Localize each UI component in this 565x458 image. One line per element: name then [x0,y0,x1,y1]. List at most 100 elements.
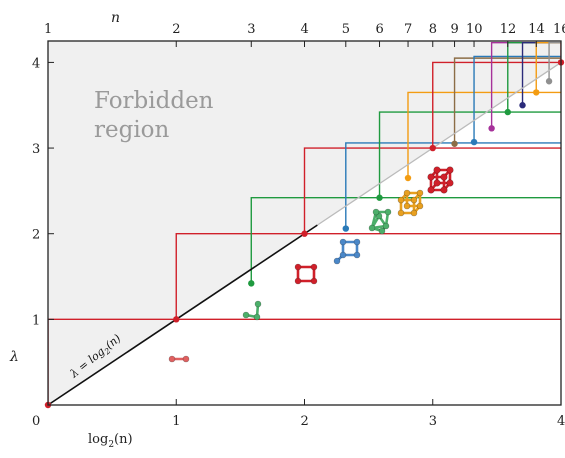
top-tick-label-1: 1 [44,22,52,37]
bottom-tick-label-1: 1 [172,414,180,429]
data-point-n2 [173,316,180,323]
data-point-n11 [488,125,495,132]
atom [397,196,405,204]
boundary-line [47,224,318,406]
molecule-n7 [397,189,424,217]
top-tick-label-12: 12 [500,22,517,37]
staircase-n3 [250,197,561,284]
top-axis-label: n [111,10,120,26]
data-point-n8 [429,144,436,152]
atom [416,189,424,197]
top-tick-label-5: 5 [342,22,350,37]
data-point-n3 [248,280,255,287]
top-tick-label-16: 16 [553,22,565,37]
staircase-n8 [432,61,561,149]
staircase-n6 [378,111,561,198]
data-point-n12 [504,108,511,116]
boundary-extension-line [316,61,562,226]
atom [242,311,250,319]
data-point-n7 [404,174,412,182]
top-tick-label-4: 4 [301,22,309,37]
molecule-n2 [168,355,190,363]
atom [353,238,361,246]
atom [403,202,411,210]
atom [446,179,454,187]
x-axis-label-main: log [88,432,108,447]
atom [397,209,405,217]
top-tick-label-8: 8 [429,22,437,37]
bottom-tick-label-4: 4 [557,414,565,429]
forbidden-region-label-line1: Forbidden [94,88,214,114]
staircase-n10 [473,55,561,143]
atom [294,277,302,285]
atom [353,251,361,259]
atom [446,166,454,174]
top-tick-label-7: 7 [404,22,412,37]
atom [384,208,392,216]
molecule-glyphs [168,166,454,363]
staircase-n1 [48,318,561,405]
atom [382,222,390,230]
staircase-n15 [548,42,561,82]
atom [410,209,418,217]
atom [310,277,318,285]
atom [339,251,347,259]
bottom-tick-label-3: 3 [429,414,437,429]
atom [433,179,441,187]
bottom-tick-label-2: 2 [301,414,309,429]
staircase-n5 [345,142,561,229]
top-tick-label-10: 10 [466,22,483,37]
atom [254,300,262,308]
data-point-n14 [533,89,540,96]
y-axis-label: λ [9,349,19,365]
atom [368,224,376,232]
x-axis-label: log2(n) [88,432,133,450]
staircases [48,42,561,405]
forbidden-region-label-line2: region [94,117,170,143]
atom [339,238,347,246]
left-tick-label-4: 4 [32,56,40,71]
atom [427,186,435,194]
molecule-n3 [242,300,262,321]
left-tick-label-3: 3 [32,142,40,157]
top-tick-label-14: 14 [528,22,545,37]
molecule-n8 [427,166,454,194]
staircase-n7 [407,91,561,179]
bottom-tick-label-0: 0 [32,414,40,429]
atom [253,313,261,321]
data-point-n4 [301,230,308,237]
data-point-n6 [376,194,383,201]
data-point-n15 [545,78,553,85]
top-tick-label-9: 9 [451,22,459,37]
molecule-n6 [368,208,392,235]
data-point-n9 [451,140,458,147]
atom [440,173,448,181]
boundary-label-sub: 2 [102,346,112,357]
top-tick-label-2: 2 [172,22,180,37]
atom [182,355,190,363]
atom [433,166,441,174]
atom [372,208,380,216]
data-points [44,59,565,409]
x-axis-label-arg: (n) [114,432,133,447]
data-point-n10 [470,138,478,146]
atom [333,257,341,265]
atom [416,202,424,210]
left-tick-label-1: 1 [32,313,40,328]
staircase-n2 [175,233,561,320]
atom [440,186,448,194]
atom [168,355,176,363]
atom [410,196,418,204]
left-tick-label-2: 2 [32,228,40,243]
staircase-n9 [453,57,561,144]
molecule-n4 [294,263,318,285]
atom [294,263,302,271]
axis-ticks: 01234123412345678910121416 [32,22,565,429]
top-tick-label-6: 6 [376,22,384,37]
top-tick-label-3: 3 [247,22,255,37]
atom [310,263,318,271]
molecule-n5 [333,238,361,265]
atom [378,227,386,235]
atom [403,189,411,197]
